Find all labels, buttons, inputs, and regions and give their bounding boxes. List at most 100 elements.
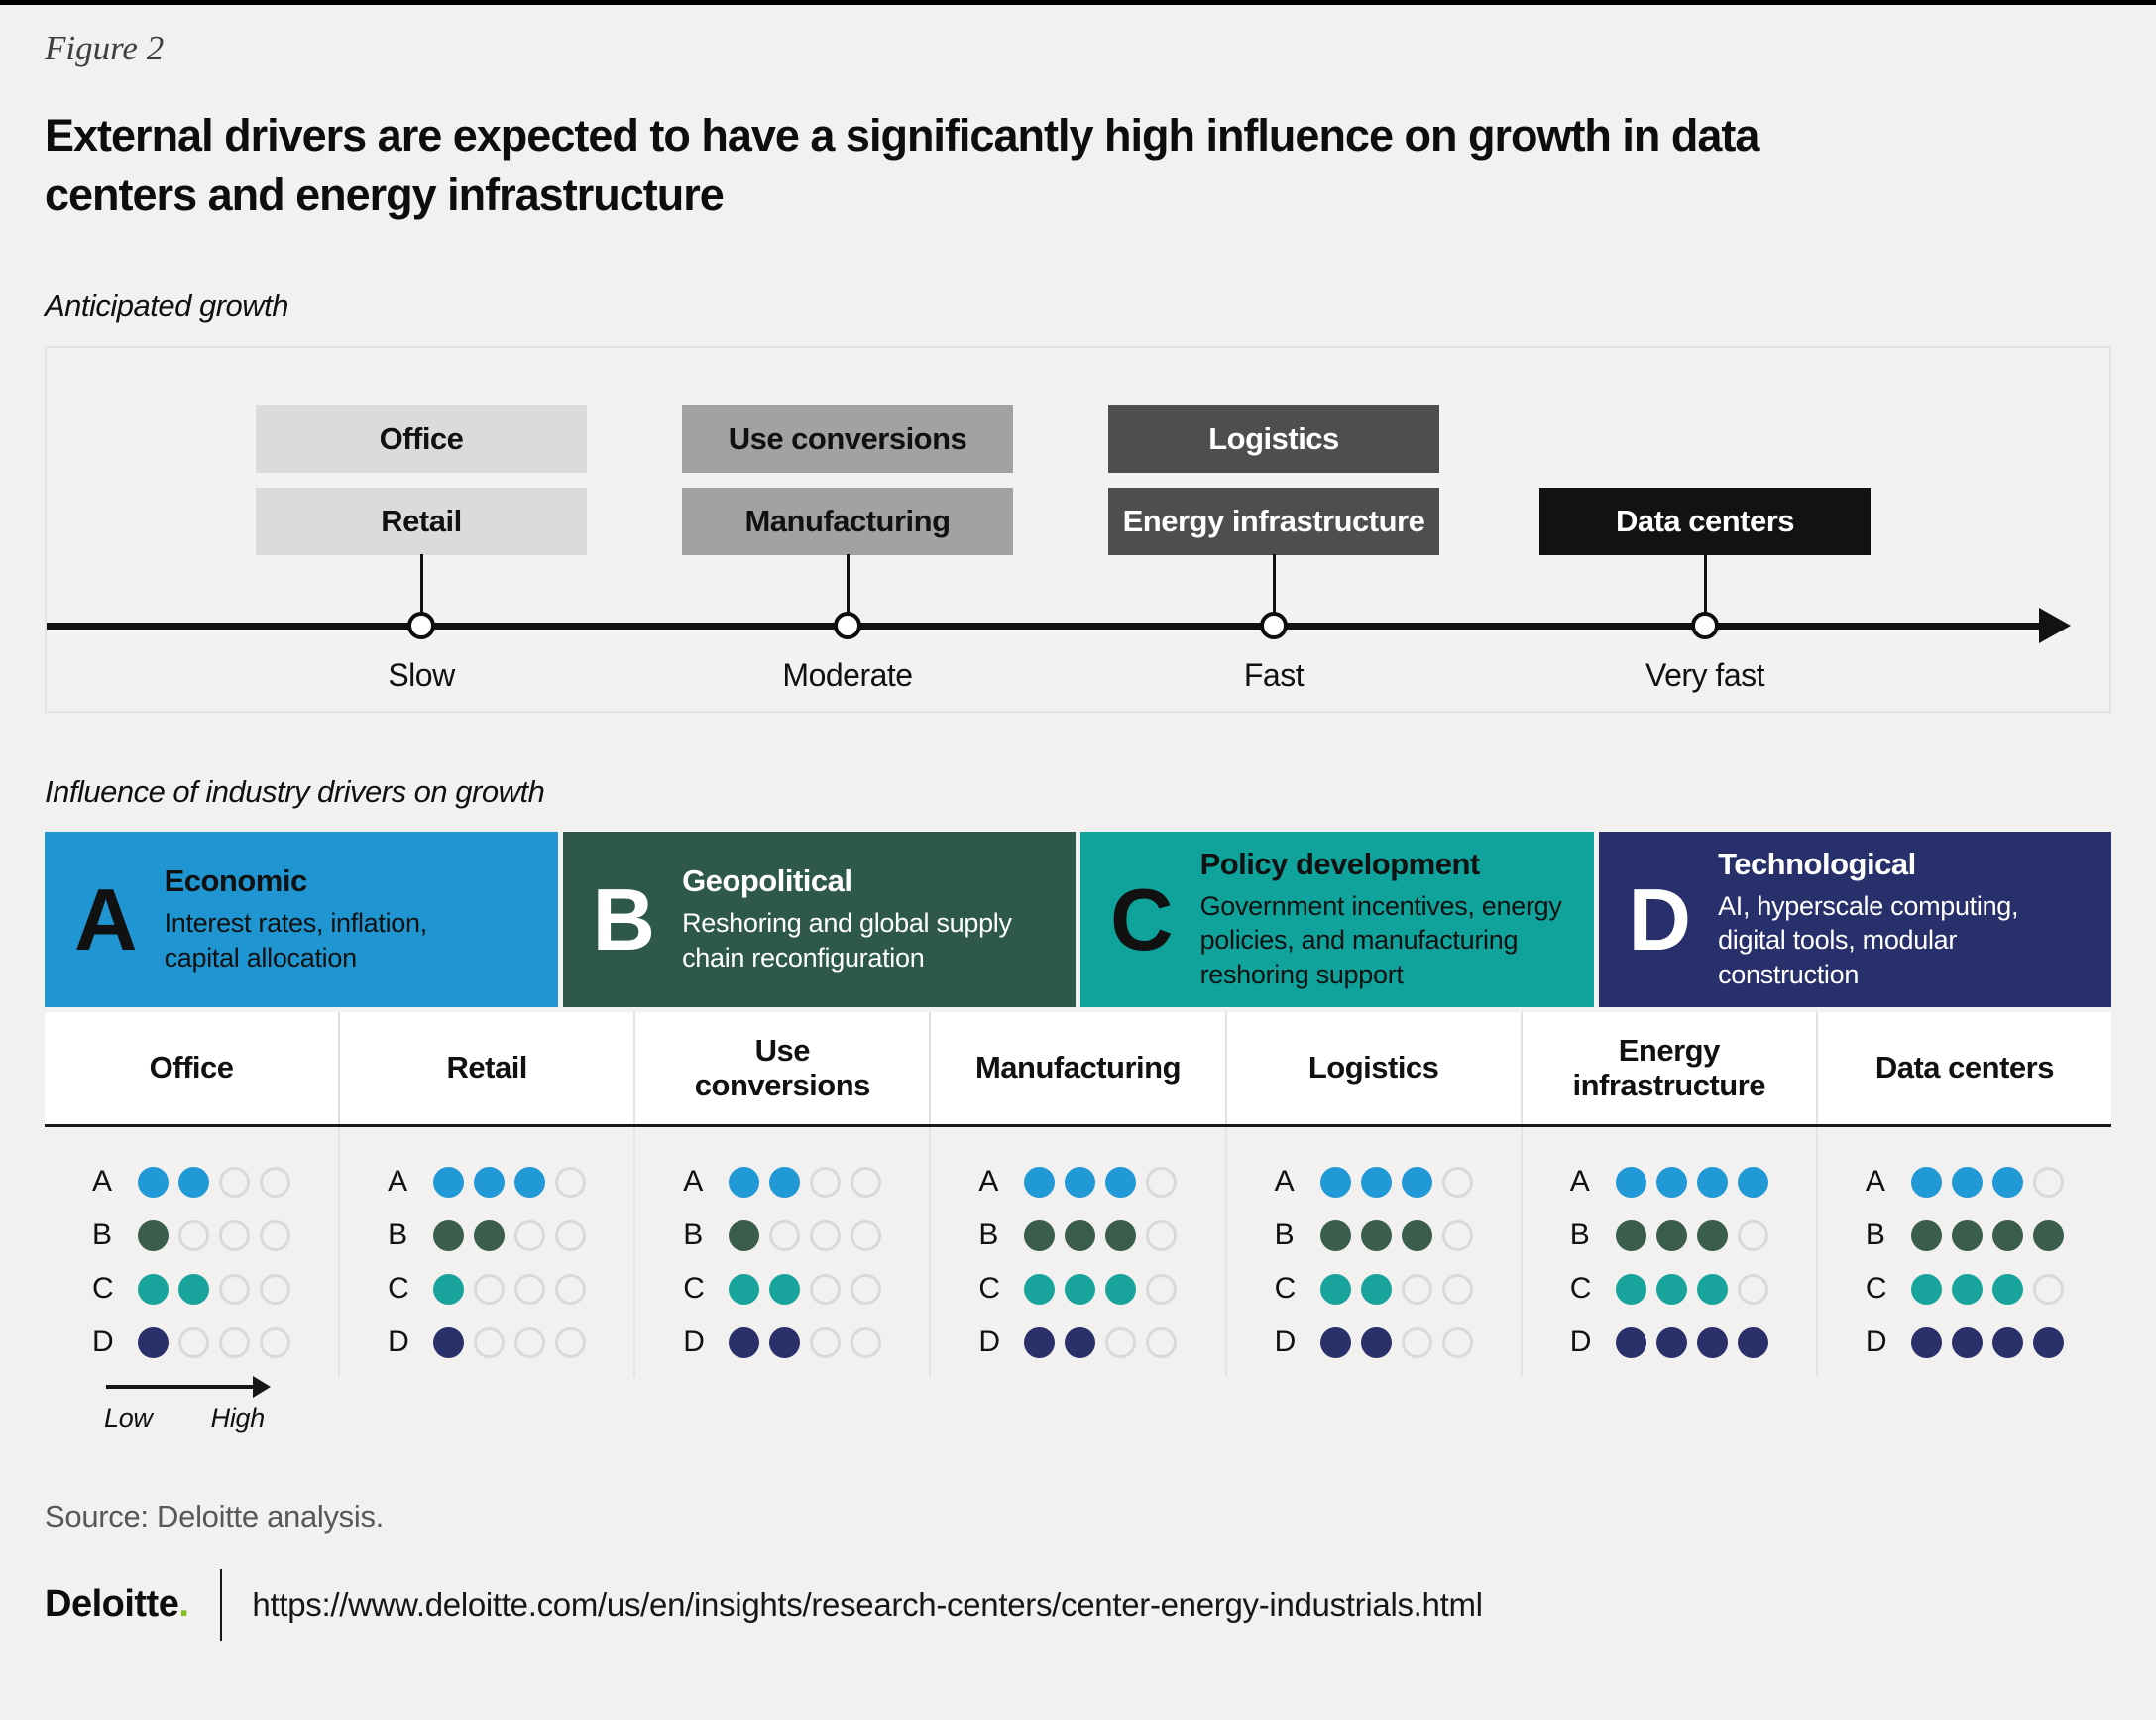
empty-dot [1737, 1219, 1768, 1251]
empty-dot [2032, 1273, 2064, 1305]
empty-dot [260, 1326, 290, 1358]
legend-high-label: High [210, 1402, 266, 1433]
filled-dot [2032, 1326, 2064, 1358]
filled-dot [1951, 1273, 1983, 1305]
filled-dot [1951, 1326, 1983, 1358]
column-header-office: Office [149, 1050, 234, 1086]
filled-dot [2032, 1219, 2064, 1251]
timeline-stem-moderate [846, 553, 850, 626]
driver-header-economic: A Economic Interest rates, inflation, capi… [45, 831, 558, 1007]
rating-row-label: C [1569, 1272, 1592, 1306]
filled-dot [138, 1166, 169, 1198]
filled-dot [514, 1166, 546, 1198]
empty-dot [178, 1219, 209, 1251]
empty-dot [1441, 1219, 1473, 1251]
rating-row-label: A [388, 1165, 407, 1199]
timeline-box-use-conversions: Use conversions [682, 404, 1013, 473]
rating-row-c: C [1569, 1272, 1816, 1306]
driver-name: Technological [1718, 846, 1916, 881]
rating-row-d: D [1275, 1325, 1521, 1358]
rating-row-label: C [388, 1272, 409, 1306]
filled-dot [433, 1326, 465, 1358]
filled-dot [1615, 1326, 1646, 1358]
empty-dot [1105, 1326, 1137, 1358]
timeline-speed-label-slow: Slow [388, 656, 455, 693]
empty-dot [2032, 1166, 2064, 1198]
driver-letter-d: D [1628, 869, 1692, 969]
empty-dot [1146, 1326, 1178, 1358]
empty-dot [1146, 1166, 1178, 1198]
empty-dot [1146, 1219, 1178, 1251]
figure-label: Figure 2 [45, 29, 165, 67]
empty-dot [219, 1273, 250, 1305]
column-header-data-centers: Data centers [1815, 1011, 2111, 1124]
empty-dot [810, 1273, 842, 1305]
filled-dot [138, 1326, 169, 1358]
filled-dot [1910, 1326, 1942, 1358]
timeline-axis [47, 622, 2044, 630]
empty-dot [1401, 1326, 1432, 1358]
empty-dot [851, 1219, 882, 1251]
filled-dot [729, 1166, 760, 1198]
driver-header-geopolitical: B Geopolitical Reshoring and global supply… [562, 831, 1076, 1007]
filled-dot [1991, 1326, 2023, 1358]
filled-dot [433, 1166, 465, 1198]
influence-legend: Low High [104, 1375, 271, 1433]
rating-row-label: B [388, 1218, 407, 1252]
filled-dot [1910, 1273, 1942, 1305]
rating-row-label: B [92, 1218, 112, 1252]
empty-dot [851, 1326, 882, 1358]
rating-row-label: A [1274, 1165, 1295, 1199]
filled-dot [1105, 1219, 1137, 1251]
rating-row-d: D [978, 1325, 1224, 1359]
rating-row-c: C [92, 1272, 338, 1305]
rating-row-a: A [388, 1165, 633, 1199]
empty-dot [514, 1273, 546, 1305]
empty-dot [514, 1219, 546, 1251]
timeline-box-energy-infrastructure: Energy infrastructure [1108, 487, 1439, 555]
rating-row-label: C [1865, 1272, 1887, 1306]
drivers-row: A Economic Interest rates, inflation, capi… [45, 831, 2111, 1007]
filled-dot [1319, 1273, 1351, 1305]
empty-dot [260, 1273, 290, 1305]
empty-dot [555, 1166, 587, 1198]
rating-row-label: D [978, 1325, 1000, 1359]
rating-row-d: D [388, 1325, 633, 1359]
filled-dot [1655, 1219, 1687, 1251]
filled-dot [474, 1166, 506, 1198]
deloitte-logo-dot: . [178, 1583, 189, 1626]
empty-dot [1737, 1273, 1768, 1305]
rating-row-label: D [388, 1325, 409, 1359]
top-accent-bar [0, 0, 2156, 5]
filled-dot [1696, 1326, 1728, 1358]
footer-url: https://www.deloitte.com/us/en/insights/… [252, 1585, 1483, 1623]
filled-dot [1360, 1166, 1392, 1198]
legend-arrow-icon [106, 1375, 271, 1398]
rating-row-a: A [1866, 1165, 2111, 1198]
rating-row-d: D [1569, 1325, 1816, 1359]
filled-dot [1105, 1166, 1137, 1198]
anticipated-growth-label: Anticipated growth [45, 287, 289, 323]
figure-title-line-2: centers and energy infrastructure [45, 169, 725, 220]
driver-letter-a: A [74, 869, 138, 969]
filled-dot [1319, 1166, 1351, 1198]
empty-dot [810, 1166, 842, 1198]
empty-dot [219, 1326, 250, 1358]
filled-dot [1696, 1219, 1728, 1251]
rating-row-label: D [1569, 1325, 1592, 1359]
rating-row-b: B [683, 1218, 929, 1251]
filled-dot [1910, 1166, 1942, 1198]
filled-dot [138, 1219, 169, 1251]
driver-name: Policy development [1199, 846, 1481, 881]
rating-row-label: D [92, 1325, 114, 1359]
timeline-box-data-centers: Data centers [1539, 487, 1871, 555]
rating-row-b: B [978, 1218, 1224, 1251]
rating-row-c: C [388, 1272, 633, 1306]
timeline-box-office: Office [256, 404, 587, 473]
empty-dot [514, 1326, 546, 1358]
timeline-speed-label-fast: Fast [1243, 656, 1305, 693]
rating-row-label: B [1865, 1218, 1885, 1252]
rating-row-c: C [978, 1272, 1224, 1305]
